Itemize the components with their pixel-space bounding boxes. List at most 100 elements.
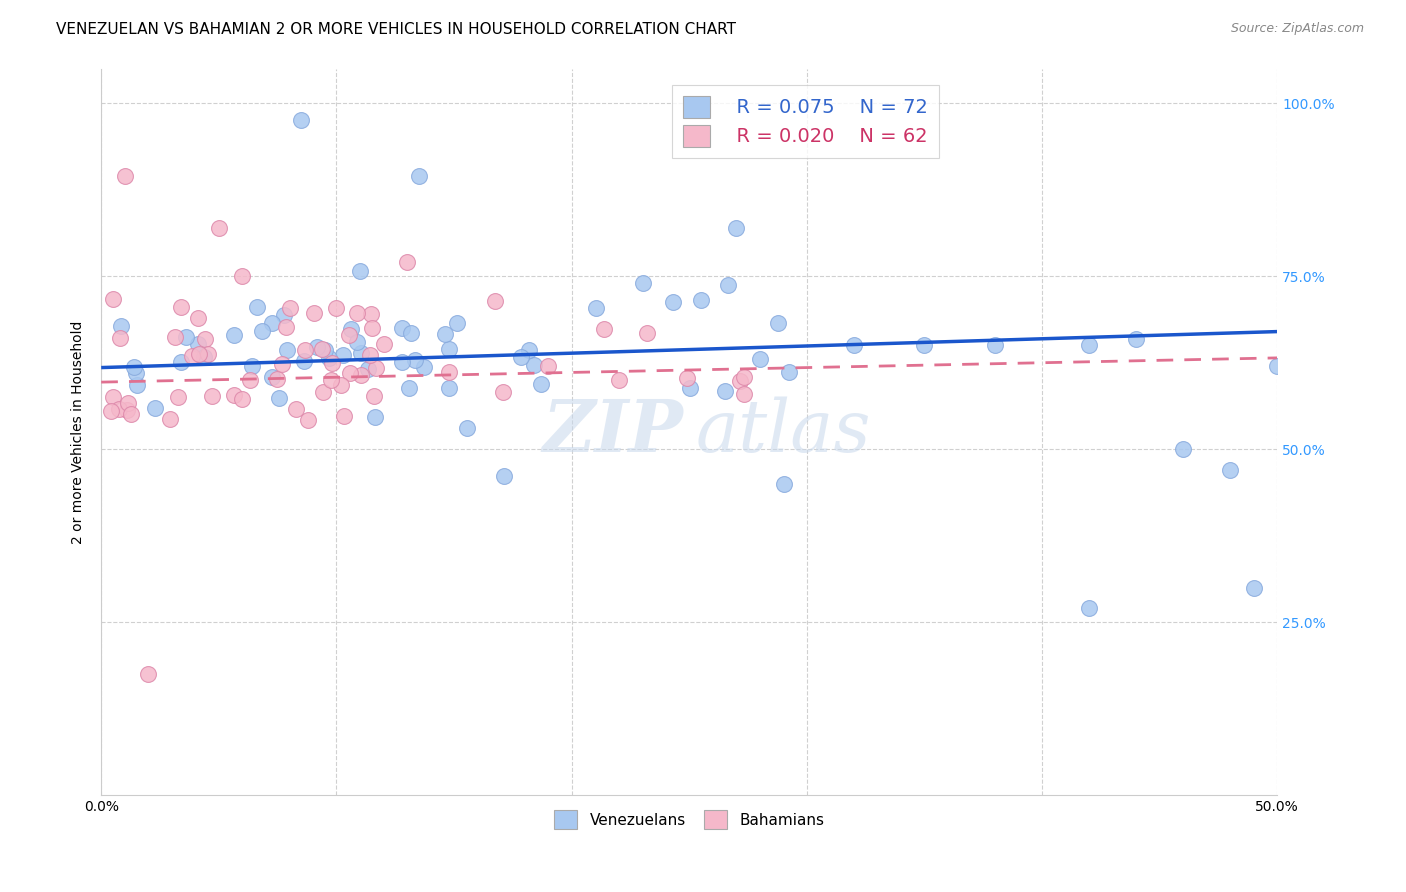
Point bbox=[340, 322, 363, 336]
Point bbox=[517, 343, 540, 357]
Point bbox=[193, 350, 215, 364]
Point bbox=[314, 343, 336, 357]
Point bbox=[359, 348, 381, 362]
Point bbox=[984, 338, 1007, 352]
Point bbox=[187, 337, 209, 351]
Point bbox=[412, 360, 434, 375]
Point bbox=[274, 319, 297, 334]
Y-axis label: 2 or more Vehicles in Household: 2 or more Vehicles in Household bbox=[72, 320, 86, 543]
Point bbox=[174, 330, 197, 344]
Point bbox=[333, 409, 356, 423]
Point bbox=[530, 376, 553, 391]
Point bbox=[170, 355, 193, 369]
Point bbox=[103, 390, 125, 404]
Point bbox=[346, 306, 368, 320]
Point bbox=[364, 409, 387, 424]
Point bbox=[114, 169, 136, 183]
Point bbox=[491, 385, 513, 400]
Point bbox=[122, 359, 145, 374]
Point bbox=[446, 316, 468, 330]
Point bbox=[312, 385, 335, 400]
Point bbox=[433, 327, 456, 342]
Point bbox=[285, 401, 308, 416]
Point bbox=[276, 343, 298, 357]
Point bbox=[222, 327, 245, 342]
Point bbox=[101, 292, 124, 306]
Point bbox=[456, 421, 478, 435]
Point bbox=[1125, 331, 1147, 345]
Point bbox=[165, 330, 187, 344]
Point bbox=[208, 220, 231, 235]
Point bbox=[269, 391, 291, 405]
Point bbox=[363, 389, 385, 403]
Point bbox=[585, 301, 607, 315]
Point bbox=[245, 301, 267, 315]
Point bbox=[115, 403, 138, 417]
Point bbox=[201, 389, 224, 403]
Point bbox=[772, 477, 794, 491]
Point bbox=[361, 321, 384, 335]
Text: atlas: atlas bbox=[695, 397, 870, 467]
Point bbox=[260, 370, 283, 384]
Point bbox=[679, 381, 702, 395]
Point bbox=[278, 301, 301, 316]
Point bbox=[717, 278, 740, 293]
Point bbox=[399, 326, 422, 340]
Point bbox=[125, 366, 148, 380]
Point bbox=[143, 401, 166, 415]
Point bbox=[349, 263, 371, 277]
Point bbox=[169, 300, 191, 314]
Point bbox=[224, 388, 246, 402]
Point bbox=[675, 370, 697, 384]
Point bbox=[231, 392, 253, 406]
Point bbox=[266, 371, 288, 385]
Point bbox=[510, 350, 533, 364]
Point bbox=[350, 368, 373, 383]
Text: VENEZUELAN VS BAHAMIAN 2 OR MORE VEHICLES IN HOUSEHOLD CORRELATION CHART: VENEZUELAN VS BAHAMIAN 2 OR MORE VEHICLE… bbox=[56, 22, 737, 37]
Point bbox=[108, 402, 131, 417]
Point bbox=[768, 316, 790, 330]
Point bbox=[304, 306, 326, 320]
Point bbox=[364, 361, 387, 376]
Point bbox=[437, 342, 460, 356]
Legend: Venezuelans, Bahamians: Venezuelans, Bahamians bbox=[548, 805, 831, 835]
Point bbox=[1219, 463, 1241, 477]
Point bbox=[523, 358, 546, 372]
Point bbox=[842, 338, 865, 352]
Point bbox=[607, 373, 630, 387]
Point bbox=[748, 352, 770, 367]
Point bbox=[1243, 581, 1265, 595]
Point bbox=[373, 337, 395, 351]
Text: ZIP: ZIP bbox=[543, 396, 683, 467]
Point bbox=[108, 331, 131, 345]
Point bbox=[294, 343, 316, 358]
Point bbox=[690, 293, 713, 307]
Point bbox=[181, 350, 204, 364]
Point bbox=[778, 365, 800, 379]
Point bbox=[231, 269, 253, 284]
Point bbox=[395, 255, 418, 269]
Point bbox=[311, 342, 333, 356]
Point bbox=[337, 327, 360, 342]
Point bbox=[290, 113, 312, 128]
Point bbox=[730, 374, 752, 388]
Point bbox=[167, 391, 190, 405]
Point bbox=[339, 366, 361, 380]
Point bbox=[239, 374, 262, 388]
Point bbox=[325, 301, 347, 315]
Point bbox=[329, 377, 352, 392]
Point bbox=[136, 667, 159, 681]
Point bbox=[273, 308, 295, 322]
Point bbox=[404, 353, 426, 368]
Point bbox=[1078, 338, 1101, 352]
Point bbox=[117, 396, 139, 410]
Point bbox=[262, 316, 284, 330]
Point bbox=[120, 408, 142, 422]
Point bbox=[733, 369, 755, 384]
Point bbox=[714, 384, 737, 398]
Point bbox=[197, 346, 219, 360]
Point bbox=[1265, 359, 1288, 374]
Point bbox=[439, 365, 461, 379]
Point bbox=[631, 276, 654, 290]
Point bbox=[305, 341, 328, 355]
